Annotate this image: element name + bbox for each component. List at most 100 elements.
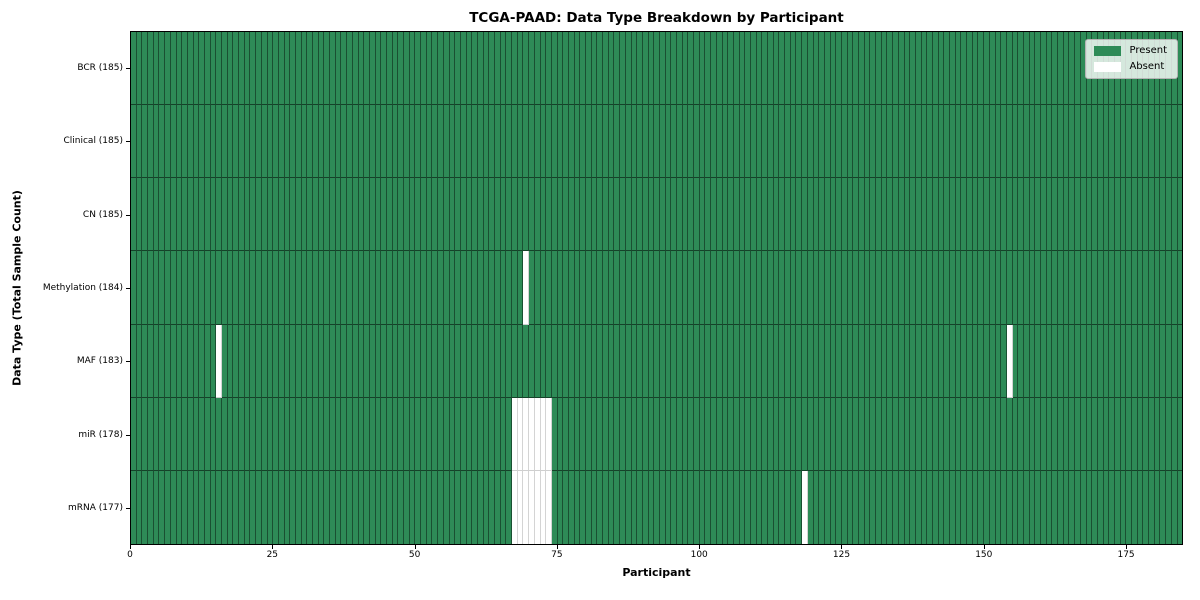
cell-present (392, 397, 399, 471)
cell-present (449, 105, 456, 179)
cell-present (728, 470, 734, 544)
cell-present (239, 470, 245, 544)
cell-present (887, 32, 894, 106)
cell-present (131, 105, 137, 179)
cell-present (1029, 251, 1036, 325)
cell-present (711, 105, 717, 179)
ytick-mark (126, 67, 130, 69)
cell-present (591, 32, 598, 106)
cell-present (745, 251, 751, 325)
cell-present (1109, 397, 1115, 471)
cell-present (557, 105, 564, 179)
xtick-label: 50 (408, 550, 421, 560)
cell-present (352, 105, 359, 179)
cell-present (625, 178, 632, 252)
cell-present (910, 470, 916, 544)
cell-present (364, 105, 370, 179)
cell-present (1137, 178, 1144, 252)
cell-present (921, 251, 928, 325)
cell-present (1046, 251, 1053, 325)
cell-present (443, 397, 450, 471)
cell-present (1018, 324, 1024, 398)
cell-present (659, 178, 666, 252)
cell-present (995, 32, 1002, 106)
cell-present (1086, 178, 1093, 252)
cell-present (295, 397, 302, 471)
cell-present (381, 251, 387, 325)
cell-present (648, 251, 655, 325)
cell-present (506, 105, 513, 179)
cell-present (961, 105, 968, 179)
cell-present (819, 251, 825, 325)
cell-present (477, 105, 484, 179)
cell-present (1166, 470, 1172, 544)
cell-present (1137, 324, 1144, 398)
cell-present (836, 324, 842, 398)
cell-present (1012, 105, 1019, 179)
xtick-label: 75 (551, 550, 563, 560)
cell-present (381, 470, 387, 544)
cell-present (182, 324, 188, 398)
cell-present (512, 324, 518, 398)
cell-present (404, 324, 410, 398)
cell-present (477, 178, 484, 252)
cell-present (1035, 105, 1041, 179)
cell-present (131, 324, 137, 398)
cell-present (836, 32, 842, 106)
cell-present (637, 470, 643, 544)
cell-present (904, 105, 911, 179)
cell-present (381, 178, 387, 252)
cell-present (324, 397, 331, 471)
cell-present (472, 251, 478, 325)
cell-present (898, 251, 905, 325)
cell-present (142, 178, 149, 252)
cell-present (773, 397, 780, 471)
cell-present (824, 251, 831, 325)
cell-present (654, 32, 660, 106)
cell-present (688, 324, 695, 398)
cell-present (426, 178, 433, 252)
cell-present (915, 32, 922, 106)
cell-absent (540, 470, 547, 544)
cell-present (768, 178, 774, 252)
cell-present (637, 178, 643, 252)
cell-present (705, 251, 712, 325)
cell-present (864, 32, 871, 106)
cell-present (620, 105, 626, 179)
cell-present (910, 324, 916, 398)
cell-present (768, 32, 774, 106)
cell-absent (517, 397, 524, 471)
cell-present (887, 324, 894, 398)
cell-present (1001, 32, 1007, 106)
cell-present (148, 470, 154, 544)
cell-present (716, 32, 723, 106)
cell-present (341, 397, 348, 471)
cell-present (574, 397, 581, 471)
cell-present (375, 397, 382, 471)
heatmap-grid (131, 32, 1183, 544)
cell-present (421, 251, 427, 325)
cell-present (1001, 470, 1007, 544)
cell-present (847, 470, 854, 544)
cell-present (500, 470, 507, 544)
cell-present (227, 251, 234, 325)
cell-present (176, 105, 183, 179)
cell-present (580, 178, 586, 252)
cell-present (267, 105, 274, 179)
cell-present (716, 178, 723, 252)
cell-present (432, 32, 439, 106)
xtick-mark (272, 545, 274, 549)
cell-present (950, 178, 956, 252)
cell-present (227, 178, 234, 252)
cell-present (608, 178, 615, 252)
cell-present (1114, 324, 1121, 398)
cell-present (1063, 105, 1070, 179)
cell-present (301, 32, 308, 106)
cell-present (398, 470, 404, 544)
cell-present (1075, 470, 1081, 544)
cell-present (841, 397, 848, 471)
cell-present (790, 32, 797, 106)
cell-present (950, 32, 956, 106)
cell-present (847, 32, 854, 106)
cell-present (984, 324, 990, 398)
